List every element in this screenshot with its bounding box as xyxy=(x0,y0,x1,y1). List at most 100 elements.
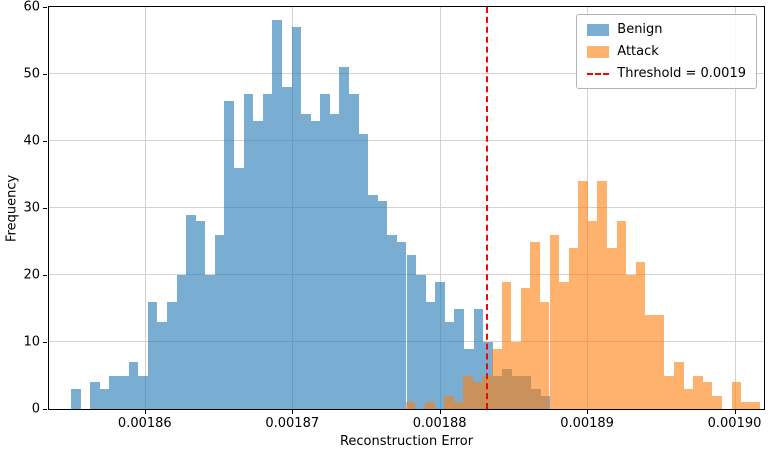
histogram-bar-benign xyxy=(444,321,455,409)
histogram-bar-attack xyxy=(405,402,416,409)
histogram-bar-benign xyxy=(320,94,330,409)
histogram-bar-attack xyxy=(530,241,540,409)
histogram-bar-attack xyxy=(606,248,617,409)
histogram-bar-benign xyxy=(99,388,110,409)
histogram-bar-benign xyxy=(157,321,167,409)
histogram-bar-benign xyxy=(205,275,215,409)
histogram-bar-benign xyxy=(128,362,139,409)
plot-area: Benign Attack Threshold = 0.0019 xyxy=(48,6,765,410)
x-tick-label: 0.00189 xyxy=(560,416,614,431)
histogram-bar-benign xyxy=(310,120,321,409)
histogram-bar-attack xyxy=(453,402,464,409)
legend-label: Attack xyxy=(617,44,659,59)
histogram-bar-benign xyxy=(291,27,302,409)
histogram-bar-attack xyxy=(750,402,761,409)
x-gridline xyxy=(144,7,146,409)
x-tick-label: 0.00188 xyxy=(412,416,467,431)
y-tick-label: 60 xyxy=(23,0,40,15)
y-tick-label: 40 xyxy=(23,133,40,149)
histogram-bar-benign xyxy=(166,301,177,409)
histogram-bar-benign xyxy=(186,214,196,409)
histogram-bar-benign xyxy=(435,281,445,409)
legend-item-0: Benign xyxy=(587,22,746,37)
histogram-bar-attack xyxy=(578,181,588,409)
y-tick-label: 50 xyxy=(23,66,40,82)
legend-threshold-line-icon xyxy=(587,72,610,75)
y-tick-label: 20 xyxy=(23,267,40,283)
histogram-bar-attack xyxy=(741,402,751,409)
y-gridline xyxy=(49,6,764,7)
x-gridline xyxy=(734,7,736,409)
histogram-bar-benign xyxy=(425,301,436,409)
y-gridline xyxy=(49,207,764,208)
histogram-bar-attack xyxy=(587,221,598,409)
histogram-bar-benign xyxy=(272,20,282,409)
histogram-bar-attack xyxy=(626,275,636,409)
x-tick-label: 0.00186 xyxy=(117,416,172,431)
histogram-bar-benign xyxy=(349,94,359,409)
y-tick-label: 30 xyxy=(23,200,40,216)
histogram-bar-attack xyxy=(549,234,560,409)
histogram-bar-benign xyxy=(416,275,426,409)
histogram-bar-benign xyxy=(71,388,81,409)
histogram-bar-attack xyxy=(463,375,473,409)
histogram-bar-benign xyxy=(262,94,273,409)
legend-label: Threshold = 0.0019 xyxy=(617,66,746,81)
histogram-bar-benign xyxy=(406,254,417,409)
x-tick-mark xyxy=(439,410,441,414)
histogram-bar-benign xyxy=(358,134,369,409)
histogram-bar-benign xyxy=(377,201,388,409)
x-tick-label: 0.00187 xyxy=(265,416,320,431)
histogram-bar-benign xyxy=(387,234,397,409)
histogram-bar-attack xyxy=(712,395,722,409)
histogram-bar-attack xyxy=(501,281,512,409)
histogram-bar-attack xyxy=(424,402,435,409)
histogram-bar-benign xyxy=(368,194,378,409)
histogram-bar-benign xyxy=(234,167,244,409)
histogram-bar-benign xyxy=(214,234,225,409)
histogram-bar-benign xyxy=(119,375,129,409)
legend: Benign Attack Threshold = 0.0019 xyxy=(576,14,757,89)
histogram-bar-benign xyxy=(454,308,464,409)
histogram-bar-attack xyxy=(693,375,703,409)
x-tick-mark xyxy=(587,410,589,414)
legend-swatch xyxy=(587,45,610,58)
histogram-bar-benign xyxy=(109,375,120,409)
histogram-bar-benign xyxy=(90,382,100,409)
threshold-line xyxy=(485,7,488,409)
histogram-bar-attack xyxy=(616,221,627,409)
histogram-bar-attack xyxy=(683,388,694,409)
histogram-bar-attack xyxy=(664,375,675,409)
histogram-bar-benign xyxy=(281,87,292,409)
histogram-bar-attack xyxy=(520,288,531,409)
histogram-bar-attack xyxy=(597,181,607,409)
histogram-bar-attack xyxy=(492,348,502,409)
y-tick-mark xyxy=(43,7,47,8)
histogram-bar-attack xyxy=(731,382,742,409)
histogram-bar-benign xyxy=(253,120,263,409)
histogram-bar-benign xyxy=(147,301,158,409)
histogram-bar-benign xyxy=(473,308,484,409)
y-tick-mark xyxy=(43,141,47,142)
histogram-bar-benign xyxy=(224,100,234,409)
y-tick-mark xyxy=(43,409,47,410)
x-gridline xyxy=(439,7,441,409)
histogram-bar-attack xyxy=(674,362,684,409)
histogram-bar-benign xyxy=(301,114,311,409)
histogram-bar-attack xyxy=(654,315,665,409)
histogram-bar-benign xyxy=(329,114,340,409)
histogram-bar-attack xyxy=(559,281,569,409)
y-tick-label: 10 xyxy=(23,334,40,350)
histogram-bar-attack xyxy=(635,261,646,409)
histogram-bar-benign xyxy=(396,241,407,409)
histogram-bar-attack xyxy=(472,382,483,409)
legend-swatch xyxy=(587,23,610,36)
y-tick-mark xyxy=(43,208,47,209)
histogram-bar-benign xyxy=(195,221,206,409)
x-tick-mark xyxy=(734,410,736,414)
x-tick-mark xyxy=(292,410,294,414)
histogram-bar-attack xyxy=(444,395,454,409)
y-tick-mark xyxy=(43,342,47,343)
y-tick-label: 0 xyxy=(31,401,40,417)
